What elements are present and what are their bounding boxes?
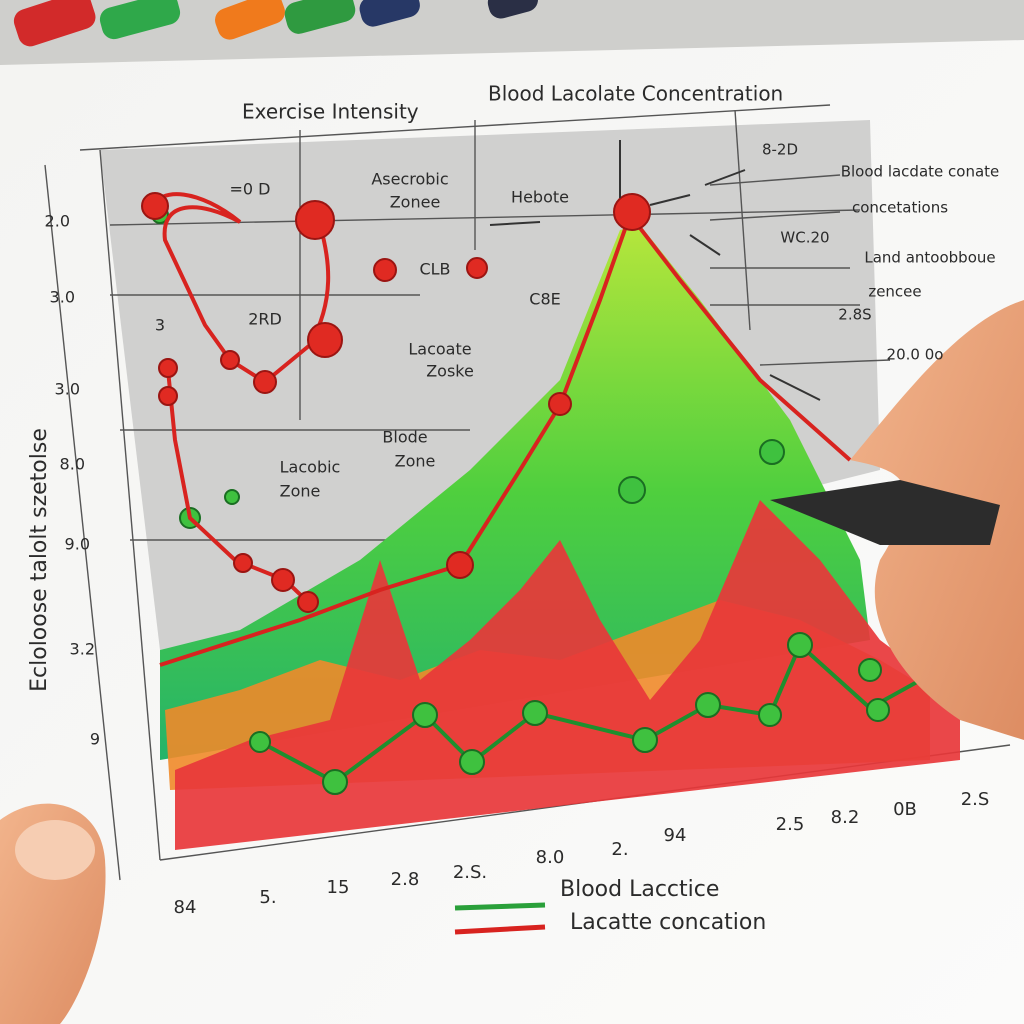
y-tick-label: 9.0 [65, 535, 90, 554]
legend-swatch [454, 924, 546, 935]
y-tick-label: 3.2 [70, 640, 95, 659]
annotation: 3 [155, 316, 165, 335]
x-tick-label: 94 [664, 825, 687, 846]
x-tick-label: 2.S [961, 789, 990, 810]
legend-label: Blood Lacctice [560, 877, 719, 902]
legend-swatch [454, 902, 546, 911]
crayons [13, 0, 538, 47]
annotation: C8E [529, 290, 560, 309]
side-note: WC.20 [780, 229, 829, 247]
annotation: Asecrobic [371, 170, 448, 189]
x-tick-label: 2. [611, 839, 628, 860]
x-tick-label: 2.S. [453, 862, 487, 883]
annotation: Hebote [511, 188, 569, 207]
side-note: zencee [868, 283, 921, 301]
annotation: Zone [395, 452, 436, 471]
y-tick-label: 8.0 [60, 455, 85, 474]
annotation: =0 D [230, 180, 271, 199]
x-tick-label: 15 [327, 877, 350, 898]
x-tick-label: 84 [174, 897, 197, 918]
side-note: concetations [852, 199, 948, 217]
header-title: Exercise Intensity [242, 100, 419, 124]
y-tick-label: 3.0 [50, 288, 75, 307]
red-region [175, 500, 960, 850]
annotation: Zonee [390, 193, 441, 212]
y-axis-title: Ecloloose talolt szetolse [27, 428, 52, 692]
x-tick-label: 8.2 [831, 807, 860, 828]
pen [770, 480, 1000, 545]
arrows [489, 140, 821, 401]
y-tick-label: 3.0 [55, 380, 80, 399]
thumbnail [15, 820, 95, 880]
annotation: 2RD [248, 310, 282, 329]
x-tick-label: 2.5 [776, 814, 805, 835]
side-note: Land antoobboue [864, 249, 995, 267]
y-tick-label: 9 [90, 730, 100, 749]
x-tick-label: 5. [259, 887, 276, 908]
annotation: Zoske [426, 362, 474, 381]
side-note: 20.0 0o [887, 346, 944, 364]
y-tick-label: 2.0 [45, 212, 70, 231]
red-dots [141, 192, 651, 613]
side-note: 2.8S [838, 306, 871, 324]
left-curve [148, 192, 331, 385]
x-tick-label: 8.0 [536, 847, 565, 868]
annotation: CLB [419, 260, 450, 279]
side-note: Blood lacdate conate [841, 163, 1000, 181]
x-tick-label: 2.8 [391, 869, 420, 890]
annotation: Lacoate [408, 340, 471, 359]
legend-label: Lacatte concation [570, 910, 766, 935]
annotation: Lacobic [280, 458, 341, 477]
x-tick-label: 0B [893, 799, 917, 820]
annotation: Blode [382, 428, 427, 447]
side-note: 8-2D [762, 141, 798, 159]
annotation: Zone [280, 482, 321, 501]
header-title: Blood Lacolate Concentration [488, 82, 783, 106]
green-dots [151, 206, 890, 795]
